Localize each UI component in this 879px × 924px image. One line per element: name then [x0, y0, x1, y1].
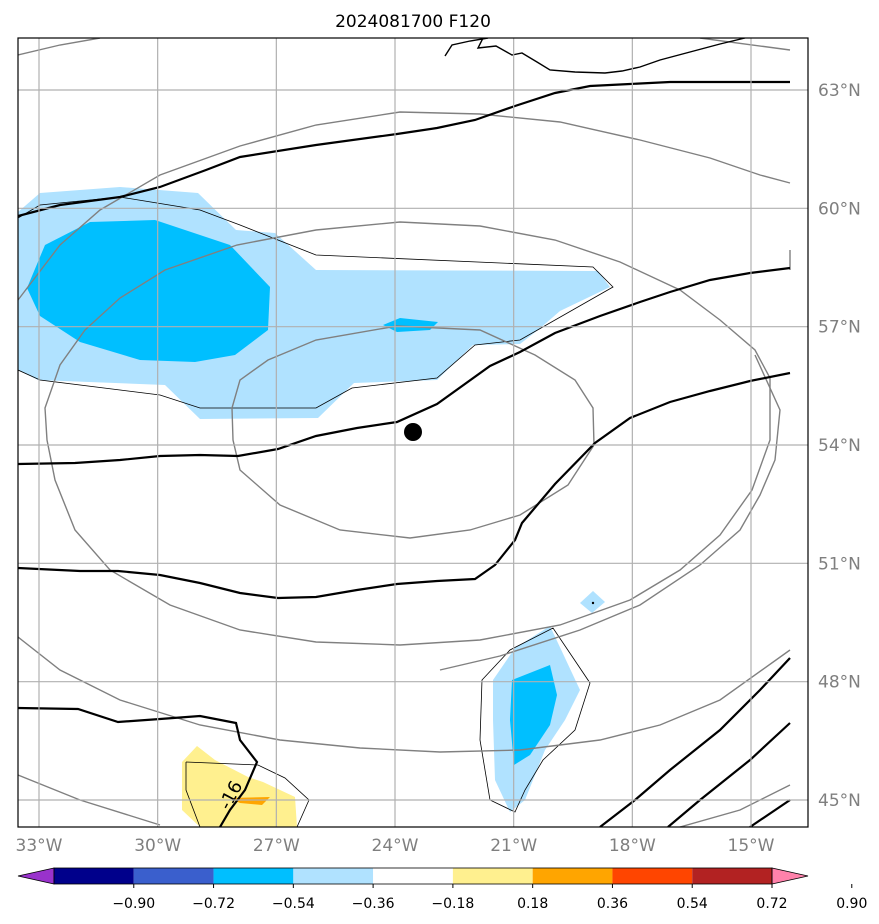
- latitude-tick-label: 45°N: [818, 791, 861, 811]
- colorbar-level-label: −0.18: [431, 896, 474, 912]
- positive-anomaly-light-fill: [182, 746, 297, 827]
- latitude-tick-label: 57°N: [818, 318, 861, 338]
- positive-anomaly-orange-fill: [230, 797, 270, 805]
- longitude-tick-label: 27°W: [253, 836, 300, 856]
- gridlines: [18, 38, 808, 827]
- colorbar-segment: [692, 868, 772, 884]
- colorbar-level-label: 0.72: [756, 896, 787, 912]
- longitude-labels: 33°W 30°W 27°W 24°W 21°W 18°W 15°W: [16, 836, 775, 856]
- colorbar-segment: [373, 868, 453, 884]
- small-marker: [591, 601, 595, 605]
- colorbar: −0.90 −0.72 −0.54 −0.36 −0.18 0.18 0.36 0.54 0.7…: [17, 867, 867, 912]
- colorbar-extend-high: [771, 867, 809, 885]
- colorbar-segment: [54, 868, 134, 884]
- negative-anomaly-strong-fill-small: [383, 318, 438, 332]
- center-marker: [404, 423, 422, 441]
- map-area: -16: [18, 38, 808, 827]
- latitude-tick-label: 60°N: [818, 199, 861, 219]
- coastline: [444, 38, 746, 74]
- colorbar-segment: [452, 868, 533, 884]
- gray-contours: [18, 38, 791, 827]
- longitude-tick-label: 33°W: [16, 836, 63, 856]
- longitude-tick-label: 24°W: [372, 836, 419, 856]
- colorbar-level-label: 0.18: [517, 896, 548, 912]
- latitude-labels: 63°N 60°N 57°N 54°N 51°N 48°N 45°N: [818, 81, 861, 811]
- colorbar-level-label: −0.54: [272, 896, 315, 912]
- map-frame: [17, 37, 809, 828]
- colorbar-segment: [532, 868, 613, 884]
- colorbar-frame: [53, 867, 773, 885]
- colorbar-level-label: 0.36: [597, 896, 628, 912]
- latitude-tick-label: 54°N: [818, 436, 861, 456]
- colorbar-level-label: −0.90: [112, 896, 155, 912]
- colorbar-level-label: −0.72: [192, 896, 235, 912]
- negative-anomaly-strong-fill-south: [510, 665, 557, 765]
- colorbar-segment: [612, 868, 693, 884]
- longitude-tick-label: 18°W: [609, 836, 656, 856]
- map-title: 2024081700 F120: [335, 12, 491, 32]
- colorbar-extend-low: [17, 867, 55, 885]
- longitude-tick-label: 21°W: [490, 836, 537, 856]
- colorbar-level-label: 0.54: [677, 896, 708, 912]
- colorbar-segment: [293, 868, 374, 884]
- colorbar-segment: [213, 868, 294, 884]
- latitude-tick-label: 48°N: [818, 673, 861, 693]
- latitude-tick-label: 63°N: [818, 81, 861, 101]
- longitude-tick-label: 15°W: [728, 836, 775, 856]
- longitude-tick-label: 30°W: [134, 836, 181, 856]
- anomaly-outlines: [18, 196, 614, 827]
- colorbar-level-label: −0.36: [352, 896, 395, 912]
- colorbar-segment: [133, 868, 214, 884]
- latitude-tick-label: 51°N: [818, 554, 861, 574]
- colorbar-level-label: 0.90: [836, 896, 867, 912]
- black-contours: [18, 80, 791, 827]
